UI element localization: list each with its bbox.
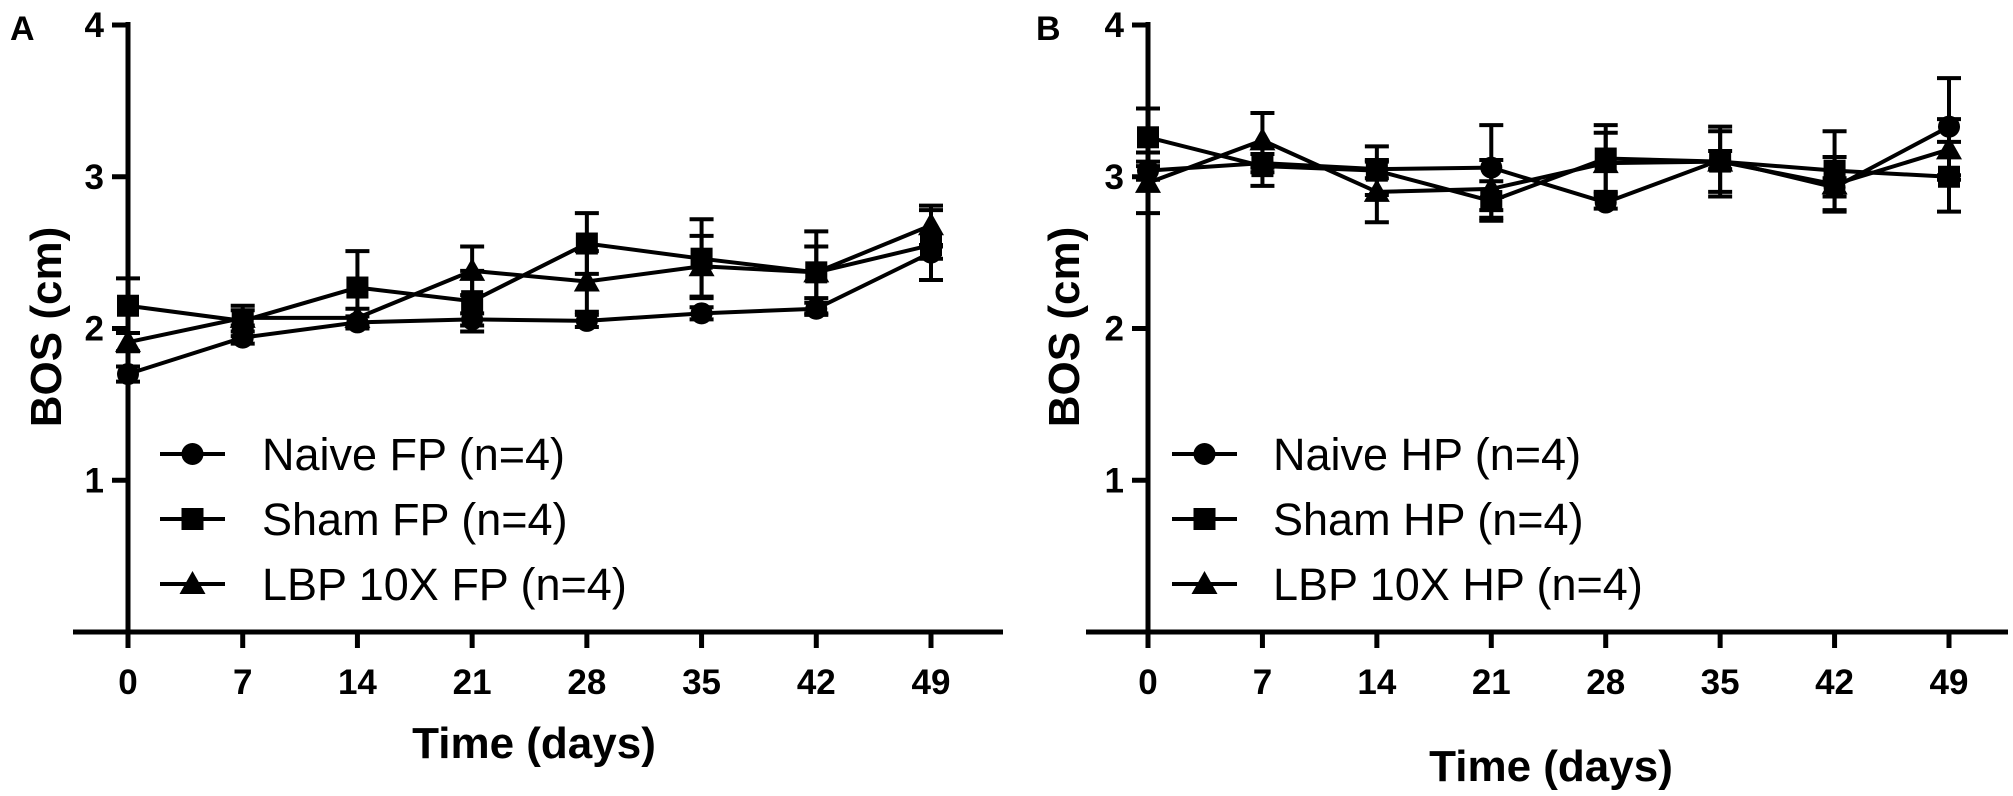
legend-label: LBP 10X HP (n=4) <box>1273 559 1643 610</box>
x-tick-label: 28 <box>1586 663 1625 702</box>
panel-b-letter: B <box>1036 10 1061 48</box>
legend-label: Naive FP (n=4) <box>262 429 565 480</box>
x-tick-label: 21 <box>453 663 492 702</box>
data-point <box>1707 148 1734 172</box>
series-triangle <box>1135 111 1962 225</box>
x-tick-label: 35 <box>682 663 721 702</box>
legend-item: Naive HP (n=4) <box>1172 429 1581 480</box>
x-axis-label: Time (days) <box>1429 742 1673 791</box>
series-square <box>1136 106 1961 223</box>
y-tick-label: 3 <box>85 158 104 197</box>
data-point <box>1936 136 1962 160</box>
data-point <box>346 276 369 299</box>
series-triangle <box>115 203 944 354</box>
legend: Naive FP (n=4) Sham FP (n=4) LBP 10X FP (n… <box>160 429 627 610</box>
series-line <box>1147 135 1950 204</box>
y-tick-label: 3 <box>1105 158 1124 197</box>
x-tick-label: 7 <box>1253 663 1272 702</box>
data-point <box>115 329 141 353</box>
y-tick-label: 2 <box>85 310 104 349</box>
x-tick-label: 0 <box>118 663 137 702</box>
chart-panel-b: 1 2 3 4 0 7 14 21 28 35 42 49 Time (days) BOS (cm) Nai… <box>1040 6 2008 791</box>
legend: Naive HP (n=4) Sham HP (n=4) LBP 10X HP (n… <box>1172 429 1643 610</box>
data-point <box>1478 175 1505 199</box>
series-line <box>127 223 932 345</box>
panel-a-letter: A <box>10 10 35 48</box>
series-line <box>127 250 932 376</box>
legend-label: Sham FP (n=4) <box>262 494 568 545</box>
y-tick-label: 1 <box>1105 461 1124 500</box>
data-point <box>344 304 371 328</box>
data-point <box>803 259 830 283</box>
legend-label: Naive HP (n=4) <box>1273 429 1581 480</box>
legend-item: Sham FP (n=4) <box>160 494 568 545</box>
x-tick-label: 21 <box>1472 663 1511 702</box>
legend-item: LBP 10X FP (n=4) <box>160 559 627 610</box>
data-point <box>575 309 598 332</box>
legend-marker-circle <box>181 443 204 465</box>
data-point <box>117 294 139 317</box>
legend-label: Sham HP (n=4) <box>1273 494 1584 545</box>
x-axis-label: Time (days) <box>412 719 656 768</box>
legend-marker-circle <box>1193 443 1216 465</box>
legend-marker-triangle <box>1191 571 1218 594</box>
data-point <box>1592 150 1619 174</box>
y-tick-label: 4 <box>85 6 105 45</box>
data-point <box>1363 178 1390 202</box>
x-tick-label: 7 <box>233 663 252 702</box>
data-point <box>573 268 600 292</box>
legend-item: Naive FP (n=4) <box>160 429 565 480</box>
data-point <box>1821 171 1848 195</box>
data-point <box>229 304 256 328</box>
legend-marker-triangle <box>179 571 206 594</box>
x-tick-label: 35 <box>1701 663 1740 702</box>
series-line <box>1147 124 1950 205</box>
y-axis-label: BOS (cm) <box>22 227 71 427</box>
legend-item: Sham HP (n=4) <box>1172 494 1584 545</box>
x-tick-label: 42 <box>1815 663 1854 702</box>
x-tick-label: 49 <box>912 663 951 702</box>
data-point <box>117 363 139 386</box>
data-point <box>1594 191 1617 214</box>
data-point <box>1137 126 1159 149</box>
data-point <box>1249 127 1276 151</box>
data-point <box>459 257 486 281</box>
y-tick-label: 4 <box>1105 6 1125 45</box>
legend-item: LBP 10X HP (n=4) <box>1172 559 1643 610</box>
data-point <box>688 253 715 277</box>
x-tick-label: 42 <box>797 663 836 702</box>
chart-panel-a: 1 2 3 4 0 7 14 21 28 35 42 49 Time (days) BOS (cm) Nai… <box>22 6 1003 768</box>
data-point <box>575 232 598 255</box>
data-point <box>918 212 944 236</box>
series-line <box>1147 138 1950 194</box>
legend-marker-square <box>181 508 204 530</box>
x-tick-label: 0 <box>1138 663 1157 702</box>
data-point <box>690 302 713 325</box>
x-tick-label: 14 <box>338 663 377 702</box>
x-tick-label: 49 <box>1930 663 1969 702</box>
x-tick-label: 28 <box>567 663 606 702</box>
x-tick-label: 14 <box>1357 663 1396 702</box>
y-tick-label: 1 <box>85 461 104 500</box>
data-point <box>1135 169 1161 193</box>
y-axis-label: BOS (cm) <box>1040 227 1089 427</box>
legend-marker-square <box>1193 508 1216 530</box>
legend-label: LBP 10X FP (n=4) <box>262 559 627 610</box>
y-tick-label: 2 <box>1105 310 1124 349</box>
